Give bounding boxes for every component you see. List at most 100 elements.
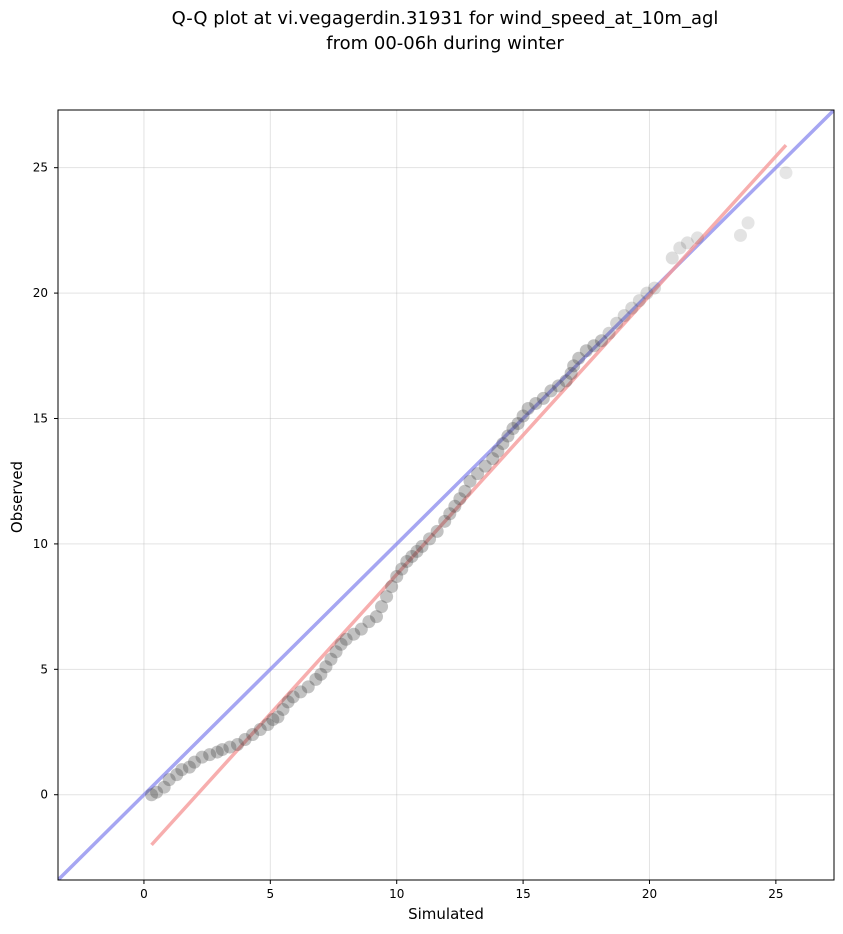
qq-point (362, 615, 376, 629)
qq-point (400, 554, 414, 568)
reference-lines (58, 110, 834, 880)
qq-point (223, 740, 237, 754)
qq-point (779, 166, 793, 180)
qq-point (319, 660, 333, 674)
qq-point (438, 514, 452, 528)
chart-title-line-2: from 00-06h during winter (326, 33, 564, 54)
qq-point (157, 780, 171, 794)
qq-point (215, 743, 229, 757)
qq-point (680, 236, 694, 250)
qq-point (271, 710, 285, 724)
qq-point (536, 391, 550, 405)
qq-point (544, 384, 558, 398)
qq-point (203, 748, 217, 762)
qq-point (301, 680, 315, 694)
qq-point (405, 549, 419, 563)
qq-point (491, 444, 505, 458)
qq-point (385, 580, 399, 594)
qq-point (324, 652, 338, 666)
qq-point (170, 768, 184, 782)
qq-point (691, 231, 705, 245)
qq-point (334, 637, 348, 651)
qq-point (551, 379, 565, 393)
y-tick-label: 5 (40, 662, 48, 676)
qq-point (529, 396, 543, 410)
qq-point (175, 763, 189, 777)
qq-point (286, 690, 300, 704)
qq-point (309, 672, 323, 686)
x-axis-label: Simulated (408, 905, 484, 923)
y-tick-label: 20 (33, 286, 48, 300)
qq-point (347, 627, 361, 641)
qq-point (572, 351, 586, 365)
qq-point (640, 286, 654, 300)
qq-point (195, 750, 209, 764)
y-axis: 0 5 10 15 20 25 (33, 161, 58, 802)
qq-point (238, 733, 252, 747)
chart-title: Q-Q plot at vi.vegagerdin.31931 for wind… (0, 6, 843, 56)
x-tick-label: 15 (515, 887, 530, 901)
qq-point (673, 241, 687, 255)
x-tick-label: 25 (768, 887, 783, 901)
qq-point (182, 760, 196, 774)
qq-point (501, 429, 515, 443)
qq-point (478, 459, 492, 473)
qq-point (395, 562, 409, 576)
qq-point (390, 570, 404, 584)
qq-point (625, 301, 639, 315)
qq-point (430, 524, 444, 538)
qq-point (610, 316, 624, 330)
qq-point (463, 474, 477, 488)
quantile-points (145, 166, 793, 802)
x-tick-label: 5 (267, 887, 275, 901)
qq-point (496, 437, 510, 451)
y-tick-label: 15 (33, 412, 48, 426)
x-tick-label: 20 (642, 887, 657, 901)
plot-frame (57, 109, 835, 881)
qq-point (443, 507, 457, 521)
qq-point (521, 401, 535, 415)
qq-point (145, 788, 159, 802)
qq-point (564, 366, 578, 380)
qq-point (375, 600, 389, 614)
qq-point (632, 294, 646, 308)
qq-point (648, 281, 662, 295)
fit-line (150, 143, 788, 847)
qq-point (516, 409, 530, 423)
grid (58, 110, 834, 880)
qq-point (354, 622, 368, 636)
identity-line (58, 110, 834, 880)
x-tick-label: 10 (389, 887, 404, 901)
qq-point (162, 773, 176, 787)
qq-point (339, 632, 353, 646)
x-tick-label: 0 (140, 887, 148, 901)
qq-point (230, 738, 244, 752)
qq-point (150, 785, 164, 799)
qq-point (253, 723, 267, 737)
qq-point (448, 499, 462, 513)
qq-point (594, 334, 608, 348)
qq-point (329, 645, 343, 659)
qq-point (733, 228, 747, 242)
qq-point (559, 374, 573, 388)
qq-point (617, 309, 631, 323)
qq-point (423, 532, 437, 546)
qq-point (246, 728, 260, 742)
qq-point (567, 359, 581, 373)
y-tick-label: 25 (33, 161, 48, 175)
qq-point (294, 685, 308, 699)
y-tick-label: 10 (33, 537, 48, 551)
qq-point (511, 417, 525, 431)
qq-point (314, 667, 328, 681)
qq-point (369, 610, 383, 624)
qq-point (486, 452, 500, 466)
qq-point (587, 339, 601, 353)
qq-point (261, 717, 275, 731)
y-tick-label: 0 (40, 788, 48, 802)
qq-point (741, 216, 755, 230)
qq-point (276, 702, 290, 716)
qq-point (453, 492, 467, 506)
qq-point (471, 467, 485, 481)
qq-point (266, 712, 280, 726)
